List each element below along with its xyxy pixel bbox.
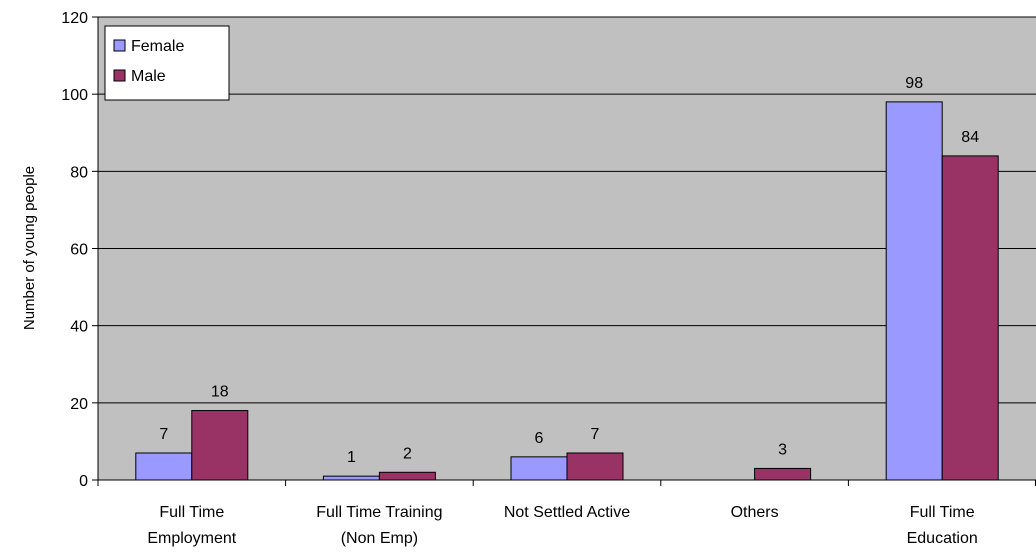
bar-male-4: [941, 155, 999, 481]
category-label-0: Full Time: [159, 504, 224, 521]
y-tick-label: 120: [61, 10, 88, 27]
data-labels: 7 1 6 98 18 2 7 3 84: [159, 75, 979, 466]
data-label-male-2: 7: [591, 426, 600, 443]
bar-female-0: [135, 452, 193, 481]
legend-box: [104, 25, 230, 101]
legend-label-female: Female: [131, 38, 184, 55]
y-tick-labels: 0 20 40 60 80 100 120: [61, 10, 88, 490]
category-label-4: Education: [907, 530, 978, 547]
category-label-2: Not Settled Active: [504, 504, 630, 521]
bar-male-2: [566, 452, 624, 481]
bar-male-3: [754, 467, 812, 481]
legend: Female Male: [104, 25, 230, 101]
category-label-0: Employment: [147, 530, 236, 547]
y-tick-label: 60: [70, 242, 88, 259]
category-label-1: (Non Emp): [341, 530, 418, 547]
category-labels: Full Time Employment Full Time Training (No…: [147, 504, 977, 547]
bar-female-4: [885, 101, 943, 481]
data-label-male-1: 2: [403, 445, 412, 462]
gridlines: [98, 16, 1036, 404]
legend-label-male: Male: [131, 68, 166, 85]
bar-male-0: [191, 410, 249, 481]
data-label-female-4: 98: [905, 75, 923, 92]
y-tick-label: 20: [70, 396, 88, 413]
category-label-3: Others: [731, 504, 779, 521]
axes-group: [92, 16, 1036, 486]
y-tick-label: 100: [61, 87, 88, 104]
legend-swatch-female: [113, 39, 126, 52]
legend-swatch-male: [113, 69, 126, 82]
data-label-female-0: 7: [159, 426, 168, 443]
bar-female-2: [510, 456, 568, 481]
category-label-1: Full Time Training: [316, 504, 442, 521]
bar-female-1: [322, 475, 380, 481]
bars-group: [135, 101, 999, 481]
data-label-male-3: 3: [778, 441, 787, 458]
data-label-female-2: 6: [535, 430, 544, 447]
data-label-female-1: 1: [347, 449, 356, 466]
y-tick-label: 40: [70, 319, 88, 336]
y-tick-label: 0: [79, 473, 88, 490]
data-label-male-0: 18: [211, 384, 229, 401]
bar-male-1: [378, 471, 436, 481]
y-axis-title: Number of young people: [21, 166, 38, 330]
y-tick-label: 80: [70, 164, 88, 181]
data-label-male-4: 84: [961, 129, 979, 146]
category-label-4: Full Time: [910, 504, 975, 521]
